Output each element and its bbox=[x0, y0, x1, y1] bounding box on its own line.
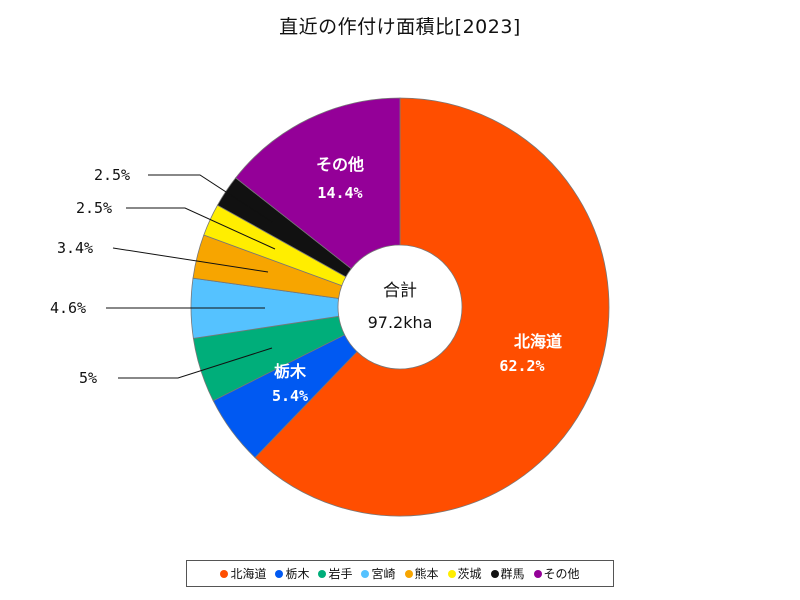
callout-percent-label: 5% bbox=[79, 369, 97, 387]
legend-color-dot bbox=[220, 569, 229, 578]
slice-その他 bbox=[235, 97, 401, 270]
callout-percent-label: 3.4% bbox=[57, 239, 93, 257]
slice-name-label: 北海道 bbox=[514, 332, 562, 351]
legend-color-dot bbox=[447, 569, 456, 578]
legend-label: 宮崎 bbox=[371, 567, 396, 581]
callout-percent-label: 2.5% bbox=[76, 199, 112, 217]
legend-color-dot bbox=[275, 569, 284, 578]
legend-color-dot bbox=[404, 569, 413, 578]
legend-label: 栃木 bbox=[285, 567, 310, 581]
slice-percent-label: 62.2% bbox=[499, 357, 544, 375]
legend-item: 栃木 bbox=[275, 565, 309, 582]
slice-name-label: その他 bbox=[316, 155, 364, 174]
legend-label: 熊本 bbox=[414, 567, 439, 581]
callout-line bbox=[112, 247, 269, 273]
callout-line bbox=[148, 174, 273, 223]
legend-color-dot bbox=[533, 569, 542, 578]
callout-percent-label: 2.5% bbox=[94, 166, 130, 184]
legend-item: 熊本 bbox=[404, 565, 439, 582]
slice-name-label: 栃木 bbox=[274, 362, 307, 381]
center-total-label: 合計 bbox=[383, 281, 417, 301]
legend-color-dot bbox=[361, 569, 370, 578]
slice-北海道 bbox=[254, 97, 610, 517]
slice-percent-label: 14.4% bbox=[317, 184, 362, 202]
legend-item: 北海道 bbox=[220, 565, 266, 582]
legend-item: 宮崎 bbox=[361, 565, 396, 582]
slice-percent-label: 5.4% bbox=[272, 387, 308, 405]
legend-label: その他 bbox=[543, 567, 580, 581]
legend-label: 群馬 bbox=[500, 567, 525, 581]
chart-legend: 北海道 栃木 岩手 宮崎 熊本 茨城 群馬 その他 bbox=[186, 560, 614, 587]
legend-item: 群馬 bbox=[490, 565, 525, 582]
legend-label: 茨城 bbox=[457, 567, 482, 581]
legend-item: 茨城 bbox=[447, 565, 482, 582]
legend-label: 岩手 bbox=[328, 567, 353, 581]
legend-item: その他 bbox=[533, 565, 580, 582]
legend-label: 北海道 bbox=[230, 567, 267, 581]
callout-percent-label: 4.6% bbox=[50, 299, 86, 317]
legend-color-dot bbox=[490, 569, 499, 578]
callout-line bbox=[118, 347, 273, 379]
callout-line bbox=[126, 207, 276, 250]
legend-item: 岩手 bbox=[318, 565, 352, 582]
legend-color-dot bbox=[318, 569, 327, 578]
chart-title: 直近の作付け面積比[2023] bbox=[279, 16, 521, 38]
center-total-value: 97.2kha bbox=[368, 313, 433, 332]
